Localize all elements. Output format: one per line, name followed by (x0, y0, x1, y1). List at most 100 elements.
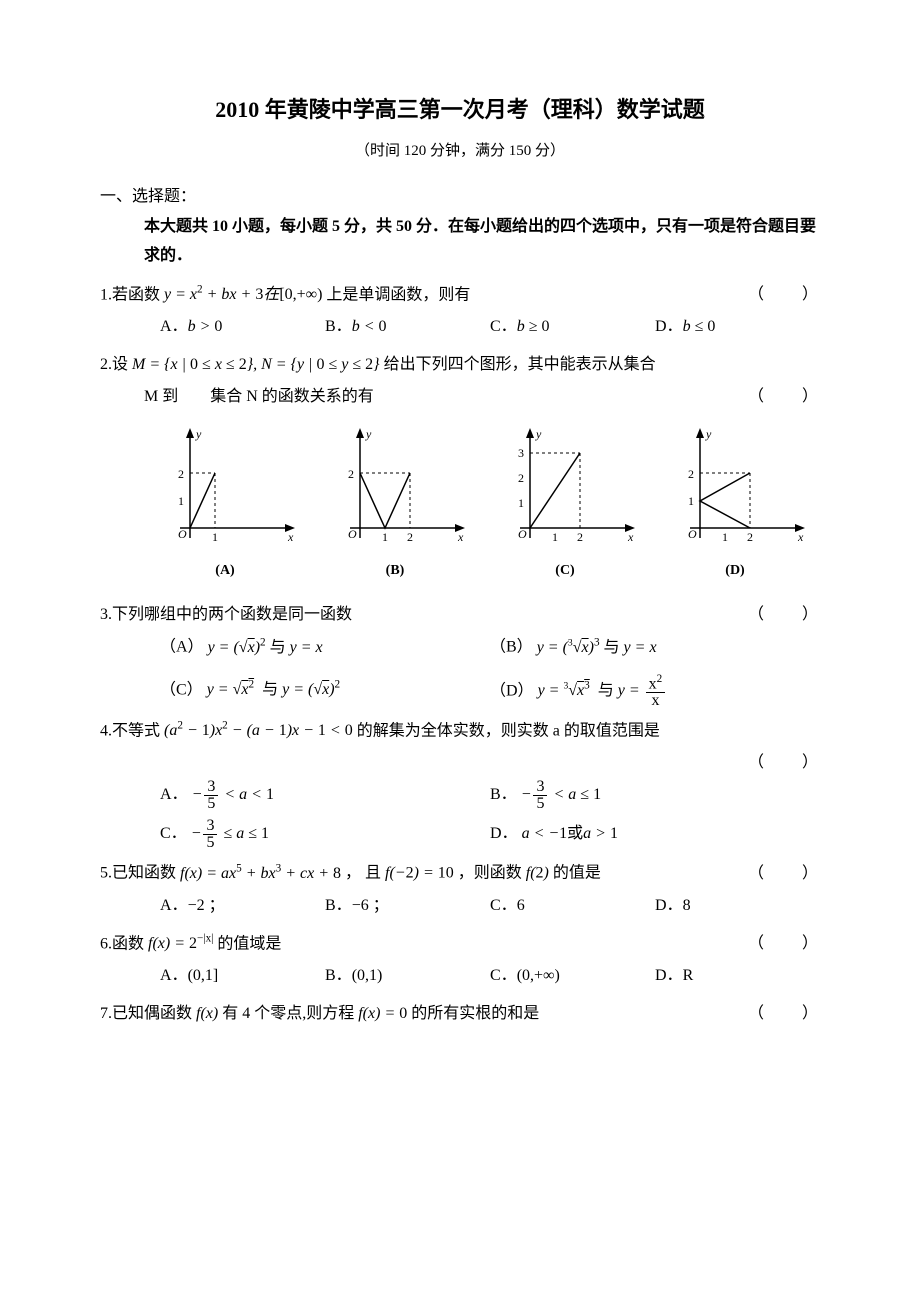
q5-options: A．−2 ； B．−6 ； C．6 D．8 (160, 890, 820, 922)
svg-text:x: x (287, 530, 294, 544)
q1-optC-label: C． (490, 318, 517, 335)
svg-text:x: x (797, 530, 804, 544)
q4-A-label: A． (160, 786, 188, 803)
q1-optA: b > 0 (188, 318, 223, 335)
q6-stem-pre: 6.函数 (100, 935, 144, 952)
q5-B: −6 ； (352, 897, 389, 914)
question-6: 6.函数 f(x) = 2−|x| 的值域是 （ ） A．(0,1] B．(0,… (100, 928, 820, 992)
q4-A: −35 < a < 1 (192, 786, 274, 803)
question-3: 3.下列哪组中的两个函数是同一函数 （ ） （A） y = (√x)2 与 y … (100, 599, 820, 709)
q1-options: A．b > 0 B．b < 0 C．b ≥ 0 D．b ≤ 0 (160, 311, 820, 343)
q5-A: −2 ； (188, 897, 225, 914)
graph-B-label: (B) (320, 557, 470, 585)
q3-B-label: （B） (490, 639, 533, 656)
svg-text:1: 1 (178, 494, 184, 508)
q5-mid2: ，则函数 (458, 865, 522, 882)
svg-text:1: 1 (382, 530, 388, 544)
svg-text:x: x (457, 530, 464, 544)
q2-sets: M = {x | 0 ≤ x ≤ 2}, N = {y | 0 ≤ y ≤ 2} (132, 356, 380, 373)
q5-f: f(x) = ax5 + bx3 + cx + 8 (180, 865, 341, 882)
graph-C: yx O 123 12 (C) (490, 423, 640, 585)
svg-text:2: 2 (747, 530, 753, 544)
q4-D: a < −1或a > 1 (522, 825, 618, 842)
q5-B-label: B． (325, 897, 352, 914)
page-subtitle: （时间 120 分钟，满分 150 分） (100, 138, 820, 165)
q6-B-label: B． (325, 967, 352, 984)
q1-expr: y = x2 + bx + 3在[0,+∞) (164, 286, 326, 303)
svg-text:2: 2 (518, 471, 524, 485)
q3-A-label: （A） (160, 639, 204, 656)
q5-C: 6 (517, 897, 525, 914)
svg-text:O: O (178, 527, 187, 541)
svg-text:y: y (365, 427, 372, 441)
svg-text:1: 1 (212, 530, 218, 544)
q4-C-label: C． (160, 825, 187, 842)
question-5: 5.已知函数 f(x) = ax5 + bx3 + cx + 8 ， 且 f(−… (100, 857, 820, 921)
q4-B: −35 < a ≤ 1 (521, 786, 601, 803)
q5-stem-pre: 5.已知函数 (100, 865, 176, 882)
svg-text:2: 2 (577, 530, 583, 544)
q5-stem-post: 的值是 (553, 865, 601, 882)
page-title: 2010 年黄陵中学高三第一次月考（理科）数学试题 (100, 90, 820, 130)
q7-mid: 有 4 个零点,则方程 (222, 1005, 354, 1022)
q1-optC: b ≥ 0 (517, 318, 550, 335)
q7-stem-pre: 7.已知偶函数 (100, 1005, 192, 1022)
q6-B: (0,1) (352, 967, 383, 984)
q5-A-label: A． (160, 897, 188, 914)
q6-options: A．(0,1] B．(0,1) C．(0,+∞) D．R (160, 960, 820, 992)
q3-stem: 3.下列哪组中的两个函数是同一函数 (100, 599, 728, 631)
graph-B: y x O 2 1 2 (B) (320, 423, 470, 585)
q6-C-label: C． (490, 967, 517, 984)
q5-ask: f(2) (526, 865, 549, 882)
q1-optB-label: B． (325, 318, 352, 335)
svg-text:2: 2 (348, 467, 354, 481)
question-1: 1.若函数 y = x2 + bx + 3在[0,+∞) 上是单调函数，则有 （… (100, 279, 820, 343)
q2-line2: M 到 集合 N 的函数关系的有 (144, 381, 728, 413)
q4-D-label: D． (490, 825, 518, 842)
svg-text:O: O (518, 527, 527, 541)
q1-optD: b ≤ 0 (683, 318, 716, 335)
svg-text:x: x (627, 530, 634, 544)
q1-optA-label: A． (160, 318, 188, 335)
answer-paren: （ ） (748, 747, 820, 779)
q5-mid1: ， 且 (345, 865, 381, 882)
answer-paren: （ ） (748, 381, 820, 413)
question-4: 4.不等式 (a2 − 1)x2 − (a − 1)x − 1 < 0 的解集为… (100, 715, 820, 851)
q4-B-label: B． (490, 786, 517, 803)
q5-cond: f(−2) = 10 (385, 865, 454, 882)
question-2: 2.设 M = {x | 0 ≤ x ≤ 2}, N = {y | 0 ≤ y … (100, 349, 820, 585)
q7-stem-post: 的所有实根的和是 (411, 1005, 539, 1022)
q4-stem-pre: 4.不等式 (100, 722, 160, 739)
q6-stem-post: 的值域是 (217, 935, 281, 952)
q4-stem-post: 的解集为全体实数，则实数 a 的取值范围是 (357, 722, 660, 739)
svg-text:y: y (195, 427, 202, 441)
q5-C-label: C． (490, 897, 517, 914)
q4-options: A． −35 < a < 1 B． −35 < a ≤ 1 C． −35 ≤ a… (160, 779, 820, 851)
graph-D: yx O 12 12 (D) (660, 423, 810, 585)
q3-C-label: （C） (160, 681, 203, 698)
answer-paren: （ ） (748, 998, 820, 1030)
q3-options: （A） y = (√x)2 与 y = x （B） y = (3√x)3 与 y… (160, 631, 820, 709)
answer-paren: （ ） (748, 599, 820, 631)
q6-D-label: D． (655, 967, 683, 984)
q1-optB: b < 0 (352, 318, 387, 335)
svg-text:1: 1 (552, 530, 558, 544)
question-7: 7.已知偶函数 f(x) 有 4 个零点,则方程 f(x) = 0 的所有实根的… (100, 998, 820, 1030)
svg-text:O: O (688, 527, 697, 541)
q6-D: R (683, 967, 694, 984)
q7-f1: f(x) (196, 1005, 218, 1022)
answer-paren: （ ） (748, 928, 820, 960)
q5-D: 8 (683, 897, 691, 914)
answer-paren: （ ） (748, 279, 820, 311)
svg-text:2: 2 (407, 530, 413, 544)
svg-text:y: y (535, 427, 542, 441)
q5-D-label: D． (655, 897, 683, 914)
svg-text:2: 2 (688, 467, 694, 481)
q3-D: y = 3√x3 与 y = x2x (538, 682, 668, 699)
section-description: 本大题共 10 小题，每小题 5 分，共 50 分．在每小题给出的四个选项中，只… (144, 213, 820, 271)
svg-text:1: 1 (722, 530, 728, 544)
section-heading: 一、选择题： (100, 183, 820, 212)
svg-text:O: O (348, 527, 357, 541)
graph-A-label: (A) (150, 557, 300, 585)
q6-A: (0,1] (188, 967, 219, 984)
